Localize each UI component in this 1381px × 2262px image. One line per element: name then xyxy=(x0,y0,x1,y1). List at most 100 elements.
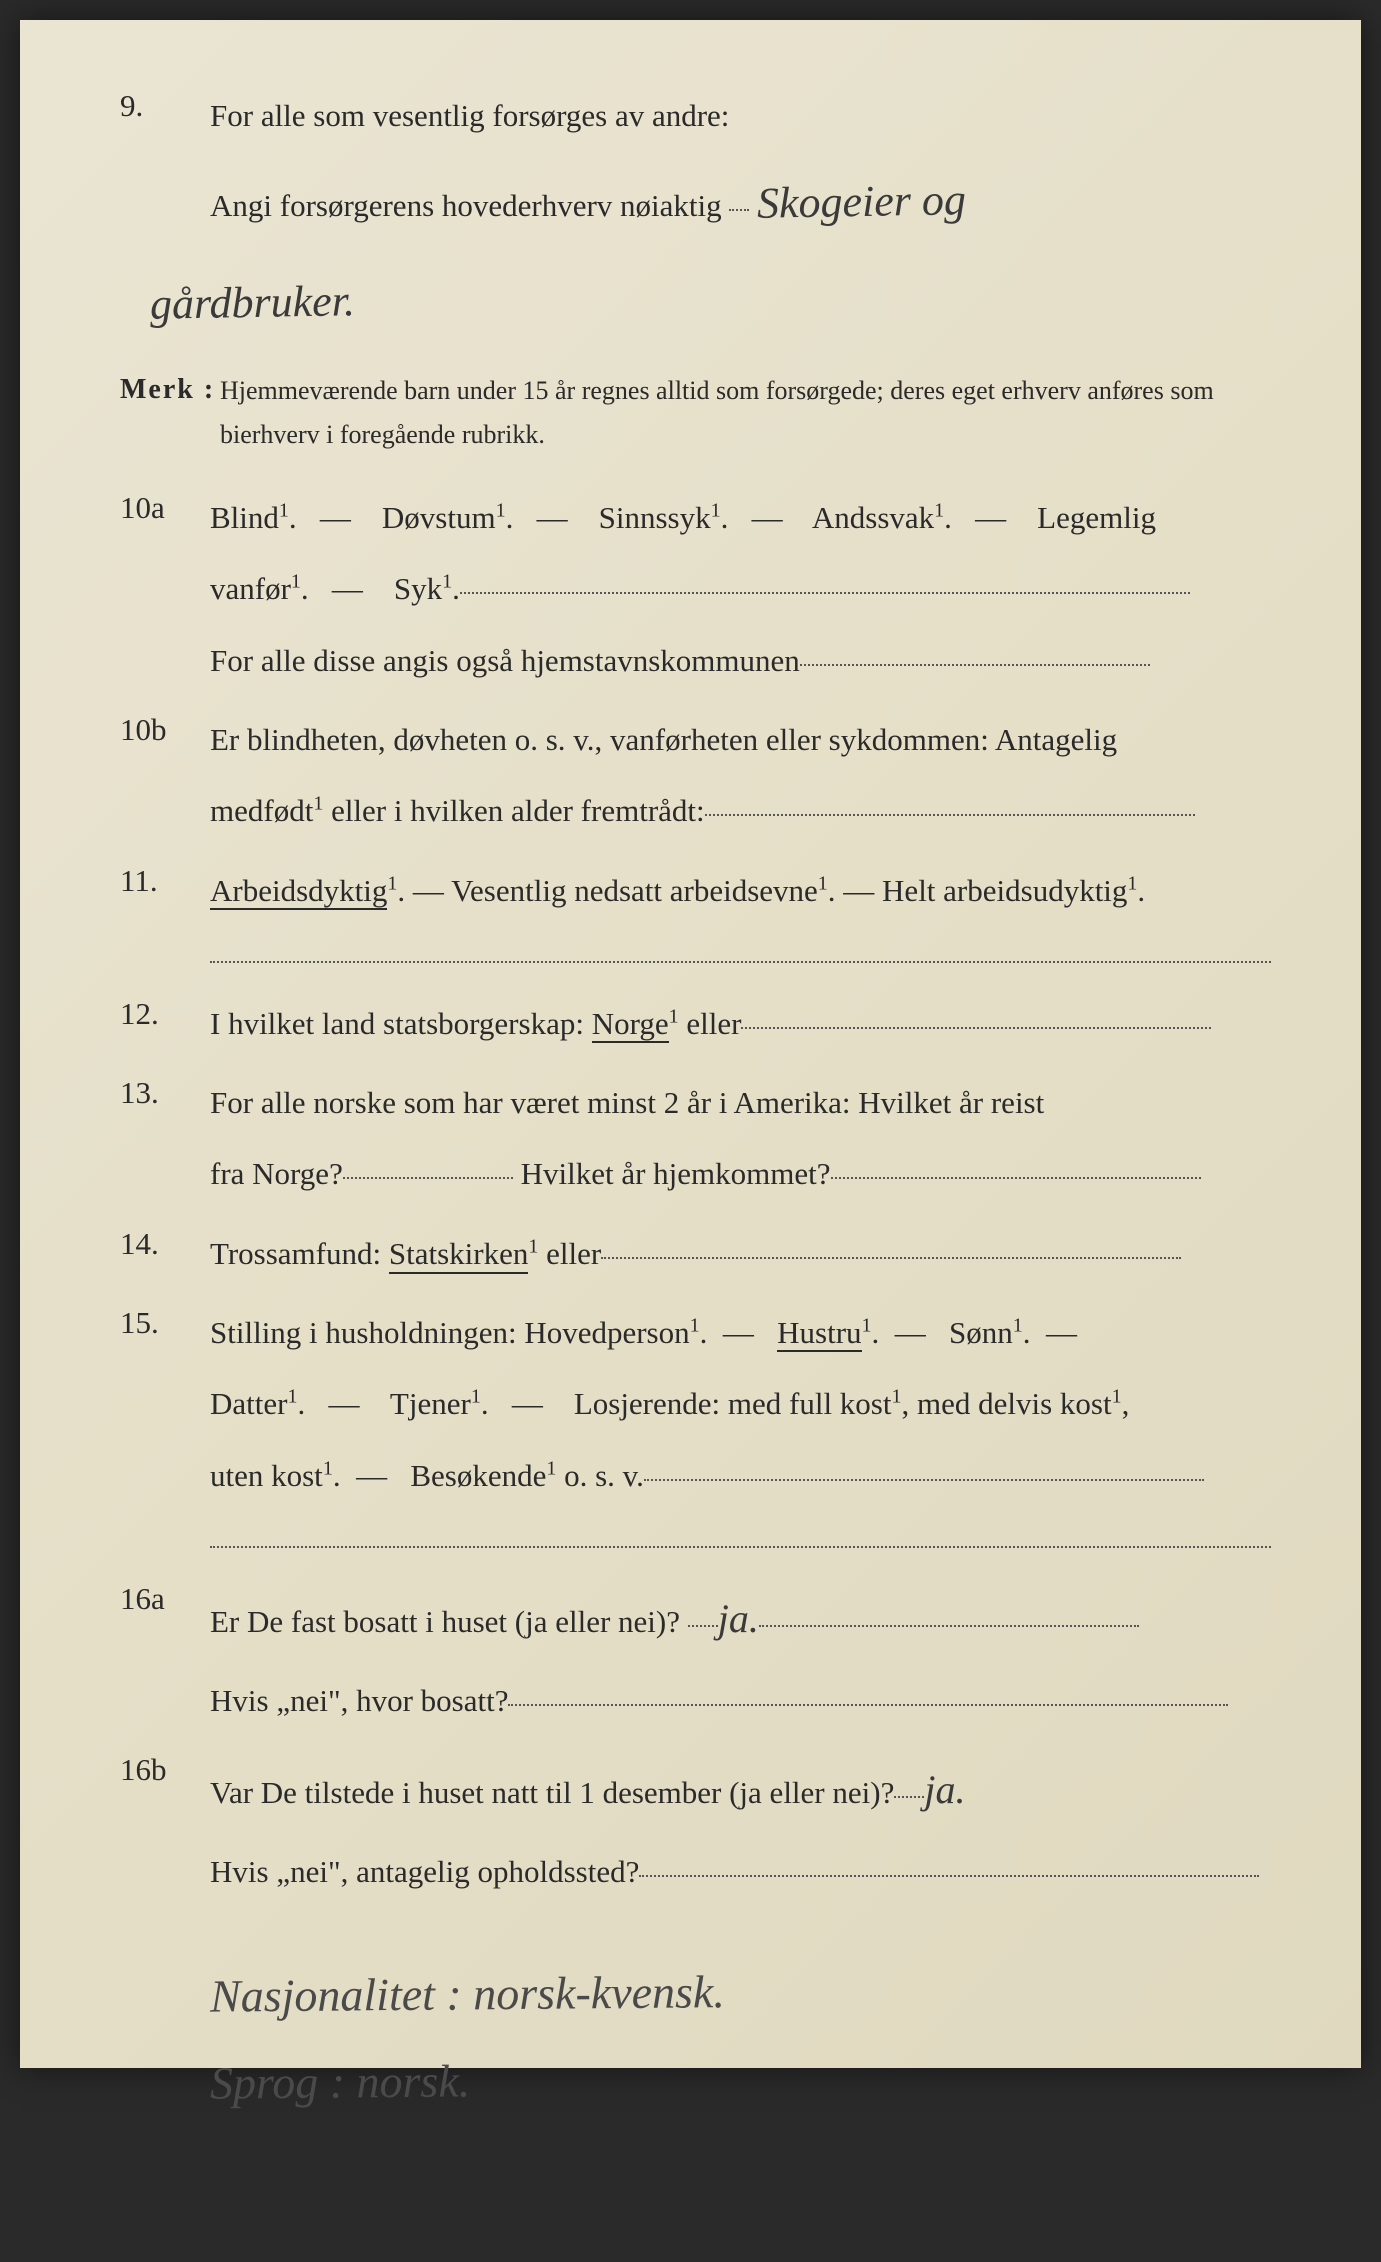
q16a-content: Er De fast bosatt i huset (ja eller nei)… xyxy=(210,1573,1271,1736)
q15-osv: o. s. v. xyxy=(564,1458,644,1493)
sup-1: 1 xyxy=(669,1006,679,1028)
q15-content: Stilling i husholdningen: Hovedperson1. … xyxy=(210,1297,1271,1511)
sup-1: 1 xyxy=(387,872,397,894)
q10a-line3: For alle disse angis også hjemstavnskomm… xyxy=(210,625,1271,696)
q14-suffix: eller xyxy=(546,1236,601,1271)
q10a-number: 10a xyxy=(120,482,210,526)
dotted-fill xyxy=(800,664,1150,666)
sup-1: 1 xyxy=(323,1457,333,1479)
q13-content: For alle norske som har været minst 2 år… xyxy=(210,1067,1271,1210)
q15-line2: Datter1. — Tjener1. — Losjerende: med fu… xyxy=(210,1368,1271,1439)
sup-1: 1 xyxy=(528,1235,538,1257)
q15-line3: uten kost1. — Besøkende1 o. s. v. xyxy=(210,1440,1271,1511)
merk-text: Hjemmeværende barn under 15 år regnes al… xyxy=(220,369,1271,457)
dotted-fill xyxy=(343,1177,513,1179)
q12-number: 12. xyxy=(120,988,210,1032)
q16a-number: 16a xyxy=(120,1573,210,1617)
footnote-number: 1 xyxy=(190,2240,200,2260)
q9-handwritten-answer2: gårdbruker. xyxy=(149,251,356,356)
sup-1: 1 xyxy=(892,1386,902,1408)
dotted-fill xyxy=(639,1875,1259,1877)
q15-hustru: Hustru xyxy=(777,1315,861,1352)
nationality-note: Nasjonalitet : norsk-kvensk. xyxy=(210,1943,1272,2040)
merk-note: Merk : Hjemmeværende barn under 15 år re… xyxy=(120,369,1271,457)
q16a-line2: Hvis „nei", hvor bosatt? xyxy=(210,1665,1271,1736)
q9-content: For alle som vesentlig forsørges av andr… xyxy=(210,80,1271,354)
sup-1: 1 xyxy=(1112,1386,1122,1408)
q16a-answer: ja. xyxy=(718,1596,759,1641)
q10b-content: Er blindheten, døvheten o. s. v., vanfør… xyxy=(210,704,1271,847)
sup-1: 1 xyxy=(496,500,506,522)
q12-content: I hvilket land statsborgerskap: Norge1 e… xyxy=(210,988,1271,1059)
sup-1: 1 xyxy=(546,1457,556,1479)
sup-1: 1 xyxy=(471,1386,481,1408)
q15-number: 15. xyxy=(120,1297,210,1341)
sup-1: 1 xyxy=(442,571,452,593)
q10a-blind: Blind xyxy=(210,500,279,535)
q9-line2-prefix: Angi forsørgerens hovederhverv nøiaktig xyxy=(210,188,722,223)
q16b-hvis-nei: Hvis „nei", antagelig opholdssted? xyxy=(210,1854,639,1889)
footnote-rule xyxy=(180,2222,340,2224)
sup-1: 1 xyxy=(690,1315,700,1337)
q9-number: 9. xyxy=(120,80,210,124)
q15-besokende: Besøkende xyxy=(410,1458,546,1493)
dotted-fill xyxy=(601,1257,1181,1259)
q11-nedsatt: Vesentlig nedsatt arbeidsevne xyxy=(451,873,818,908)
dotted-fill xyxy=(460,592,1190,594)
q12-suffix: eller xyxy=(686,1006,741,1041)
sup-1: 1 xyxy=(291,571,301,593)
dotted-fill xyxy=(508,1704,1228,1706)
q9-line2: Angi forsørgerens hovederhverv nøiaktig … xyxy=(210,151,1271,252)
question-15: 15. Stilling i husholdningen: Hovedperso… xyxy=(120,1297,1271,1511)
q11-arbeidsdyktig: Arbeidsdyktig xyxy=(210,873,387,910)
q15-datter: Datter xyxy=(210,1386,287,1421)
q13-number: 13. xyxy=(120,1067,210,1111)
dotted-fill xyxy=(831,1177,1201,1179)
sup-1: 1 xyxy=(1013,1315,1023,1337)
q10a-line3-text: For alle disse angis også hjemstavnskomm… xyxy=(210,643,800,678)
q13-fra-norge: fra Norge? xyxy=(210,1156,343,1191)
q14-number: 14. xyxy=(120,1218,210,1262)
q10a-content: Blind1. — Døvstum1. — Sinnssyk1. — Andss… xyxy=(210,482,1271,696)
sup-1: 1 xyxy=(818,872,828,894)
q10a-line1: Blind1. — Døvstum1. — Sinnssyk1. — Andss… xyxy=(210,482,1271,553)
q10b-line1: Er blindheten, døvheten o. s. v., vanfør… xyxy=(210,704,1271,775)
question-13: 13. For alle norske som har været minst … xyxy=(120,1067,1271,1210)
q15-delvis: , med delvis kost xyxy=(902,1386,1112,1421)
footnote: 1 Her kan svares ved tydelig understrekn… xyxy=(190,2236,1271,2262)
q16b-answer: ja. xyxy=(924,1767,965,1812)
q15-tjener: Tjener xyxy=(390,1386,471,1421)
sup-1: 1 xyxy=(287,1386,297,1408)
q10a-sinnssyk: Sinnssyk xyxy=(599,500,711,535)
q10a-andssvak: Andssvak xyxy=(812,500,934,535)
question-14: 14. Trossamfund: Statskirken1 eller xyxy=(120,1218,1271,1289)
q13-line1: For alle norske som har været minst 2 år… xyxy=(210,1067,1271,1138)
q16b-number: 16b xyxy=(120,1744,210,1788)
q10a-syk: Syk xyxy=(394,571,442,606)
sup-1: 1 xyxy=(313,793,323,815)
q10b-medfodt: medfødt xyxy=(210,793,313,828)
dotted-fill xyxy=(644,1479,1204,1481)
q11-udyktig: Helt arbeidsudyktig xyxy=(882,873,1127,908)
q10b-number: 10b xyxy=(120,704,210,748)
sup-1: 1 xyxy=(934,500,944,522)
question-16a: 16a Er De fast bosatt i huset (ja eller … xyxy=(120,1573,1271,1736)
separator-line xyxy=(210,961,1271,963)
census-form-page: 9. For alle som vesentlig forsørges av a… xyxy=(20,20,1361,2068)
q10a-vanfor: vanfør xyxy=(210,571,291,606)
question-16b: 16b Var De tilstede i huset natt til 1 d… xyxy=(120,1744,1271,1907)
q9-line3: gårdbruker. xyxy=(150,252,1271,353)
dotted-fill xyxy=(741,1027,1211,1029)
q11-line: Arbeidsdyktig1. — Vesentlig nedsatt arbe… xyxy=(210,855,1271,926)
q14-statskirken: Statskirken xyxy=(389,1236,529,1274)
sup-1: 1 xyxy=(279,500,289,522)
q13-line2: fra Norge? Hvilket år hjemkommet? xyxy=(210,1138,1271,1209)
q10b-rest: eller i hvilken alder fremtrådt: xyxy=(331,793,705,828)
q16a-hvis-nei: Hvis „nei", hvor bosatt? xyxy=(210,1683,508,1718)
footnote-text: Her kan svares ved tydelig understreknin… xyxy=(236,2236,834,2261)
separator-line xyxy=(210,1546,1271,1548)
question-12: 12. I hvilket land statsborgerskap: Norg… xyxy=(120,988,1271,1059)
q10b-line2: medfødt1 eller i hvilken alder fremtrådt… xyxy=(210,775,1271,846)
q12-norge: Norge xyxy=(592,1006,669,1043)
q16a-line1: Er De fast bosatt i huset (ja eller nei)… xyxy=(210,1573,1271,1665)
